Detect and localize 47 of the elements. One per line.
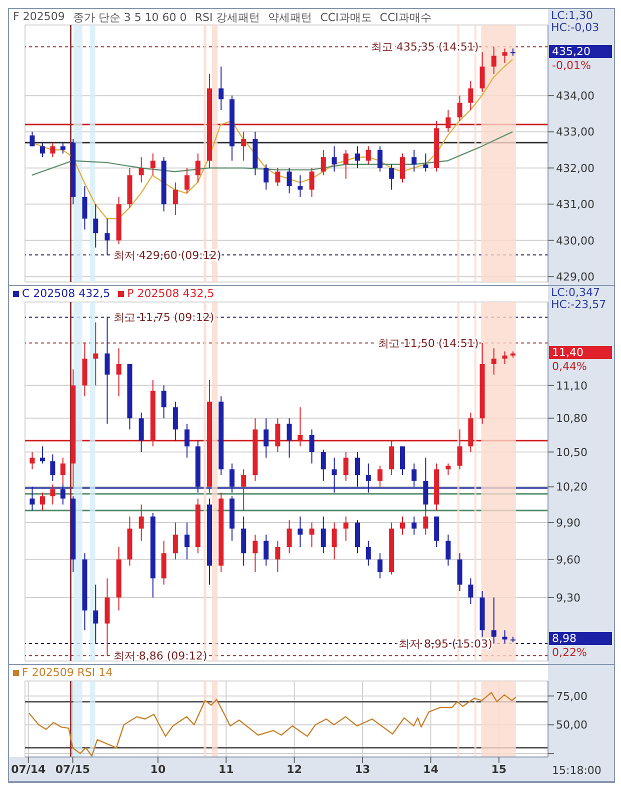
x-tick-label: 14 bbox=[423, 762, 439, 776]
text: CCI과매도 bbox=[320, 10, 372, 25]
text: 0,22% bbox=[549, 646, 612, 660]
y-tick-label: 432,00 bbox=[556, 162, 594, 175]
chart-title: F 202509 bbox=[13, 10, 65, 25]
y-tick-label: 10,80 bbox=[556, 412, 588, 426]
annotation: 최저 8,95 (15:03) bbox=[398, 637, 492, 650]
x-tick-label: 10 bbox=[150, 762, 166, 776]
text: RSI 강세패턴 bbox=[194, 10, 260, 25]
text: 종가 단순 3 5 10 60 0 bbox=[72, 10, 187, 25]
annotation: 최고 435,35 (14:51) bbox=[370, 40, 479, 54]
y-tick-label: 430,00 bbox=[556, 234, 594, 248]
annotation: 최고 11,75 (09:12) bbox=[113, 311, 214, 324]
x-tick-label: 13 bbox=[354, 762, 370, 776]
text: -0,01% bbox=[549, 59, 612, 72]
text: 0,44% bbox=[549, 360, 612, 374]
y-tick-label: 9,90 bbox=[556, 516, 580, 530]
y-tick-label: 434,00 bbox=[556, 89, 594, 102]
text: 11,40 bbox=[549, 346, 612, 360]
y-tick-label: 10,50 bbox=[556, 446, 588, 459]
annotation: 최저 429,60 (09:12) bbox=[113, 248, 222, 262]
y-tick-label: 429,00 bbox=[556, 270, 594, 284]
text: 15:18:00 bbox=[552, 764, 602, 777]
text: 8,98 bbox=[549, 632, 612, 646]
x-tick-label: 15 bbox=[491, 762, 507, 776]
legend-label: C 202508 432,5 bbox=[21, 287, 110, 300]
legend-label: F 202509 RSI 14 bbox=[21, 666, 113, 679]
y-tick-label: 11,10 bbox=[556, 379, 588, 392]
text: 435,20 bbox=[549, 45, 612, 58]
y-tick-label: 75,00 bbox=[556, 690, 588, 703]
annotation: 최고 11,50 (14:51) bbox=[378, 336, 479, 350]
y-tick-label: 431,00 bbox=[556, 198, 594, 212]
text: CCI과매수 bbox=[380, 10, 432, 25]
y-tick-label: 9,30 bbox=[556, 591, 580, 604]
y-tick-label: 9,60 bbox=[556, 553, 580, 566]
y-tick-label: 50,00 bbox=[556, 718, 588, 732]
x-tick-label: 07/14 bbox=[11, 762, 46, 776]
y-tick-label: 433,00 bbox=[556, 126, 594, 139]
text: LC:0,347 HC:-23,57 bbox=[551, 286, 608, 311]
x-tick-label: 12 bbox=[286, 762, 302, 776]
legend-label: P 202508 432,5 bbox=[126, 287, 214, 300]
x-tick-label: 11 bbox=[218, 762, 234, 776]
y-tick-label: 10,20 bbox=[556, 480, 588, 494]
x-tick-label: 07/15 bbox=[55, 762, 90, 776]
text: 약세패턴 bbox=[268, 10, 312, 25]
text: LC:1,30 HC:-0,03 bbox=[551, 9, 600, 34]
annotation: 최저 8,86 (09:12) bbox=[113, 650, 208, 663]
